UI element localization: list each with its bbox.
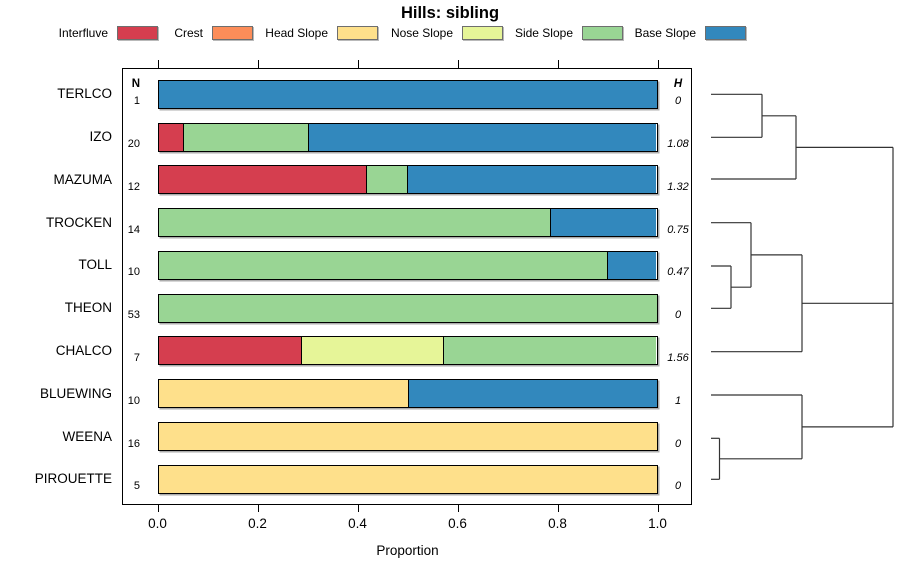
n-value: 7 [133,351,140,364]
bar-segment [158,123,184,151]
x-axis-tick-label: 0.0 [148,516,167,531]
h-value: 0.47 [667,266,689,279]
stacked-bar [157,208,658,238]
x-axis-tick-label: 0.8 [548,516,567,531]
bar-segment [606,251,657,279]
h-value: 1.56 [667,351,689,364]
stacked-bar [157,379,658,409]
bar-segment [366,166,408,194]
column-header-h: H [673,78,683,90]
n-value: 20 [127,138,140,151]
stacked-bar [157,422,658,452]
row-label: IZO [89,129,113,145]
bar-segment [443,337,657,365]
row-label: THEON [64,300,112,316]
x-axis-tick-top [357,60,359,68]
stacked-bar [157,250,658,280]
bar-segment [183,123,308,151]
row-label: TOLL [78,257,112,273]
x-axis-tick-top [457,60,459,68]
n-value: 14 [127,223,140,236]
row-label: PIROUETTE [34,471,112,487]
legend-swatch [705,26,746,40]
legend-label: Side Slope [514,26,573,40]
h-value: 1.08 [667,138,689,151]
x-axis-tick-bottom [657,505,659,512]
row-label: TERLCO [57,86,112,102]
x-axis-tick-label: 1.0 [648,516,667,531]
stacked-bar [157,165,658,195]
bar-segment [158,380,408,408]
legend-swatch [337,26,378,40]
x-axis-tick-bottom [257,505,259,512]
bar-segment [158,423,657,451]
bar-segment [158,294,657,322]
n-value: 53 [127,309,140,322]
x-axis-tick-bottom [157,505,159,512]
legend-label: Nose Slope [390,26,453,40]
row-label: TROCKEN [45,214,112,230]
legend-label: Head Slope [265,26,328,40]
h-value: 0 [674,437,682,450]
stacked-bar [157,464,658,494]
x-axis-tick-bottom [457,505,459,512]
n-value: 16 [127,437,140,450]
bar-segment [158,166,367,194]
legend-swatch [212,26,253,40]
h-value: 0 [674,95,682,108]
chart-title: Hills: sibling [400,4,500,22]
n-value: 10 [127,394,140,407]
h-value: 0.75 [667,223,689,236]
bar-segment [158,465,657,493]
column-header-n: N [131,78,140,90]
x-axis-tick-bottom [557,505,559,512]
bar-segment [549,209,657,237]
x-axis-tick-top [157,60,159,68]
bar-segment [158,80,657,108]
bar-segment [300,337,444,365]
x-axis-tick-label: 0.6 [448,516,467,531]
plot-box [121,68,692,505]
n-value: 10 [127,266,140,279]
h-value: 1 [674,394,682,407]
x-axis-tick-top [257,60,259,68]
h-value: 0 [674,309,682,322]
stacked-bar [157,79,658,109]
row-label: BLUEWING [39,385,112,401]
stacked-bar [157,122,658,152]
bar-segment [407,380,657,408]
n-value: 1 [133,95,140,108]
row-label: CHALCO [55,342,112,358]
x-axis-title: Proportion [376,543,439,558]
legend-swatch [582,26,623,40]
legend-label: Crest [174,26,203,40]
x-axis-tick-top [657,60,659,68]
bar-segment [158,337,301,365]
x-axis-tick-bottom [357,505,359,512]
stacked-bar [157,336,658,366]
h-value: 1.32 [667,180,689,193]
h-value: 0 [674,480,682,493]
bar-segment [158,209,550,237]
x-axis-tick-label: 0.2 [248,516,267,531]
legend-label: Interfluve [58,26,108,40]
n-value: 5 [133,480,140,493]
row-label: MAZUMA [53,171,113,187]
legend-swatch [117,26,158,40]
x-axis-tick-top [557,60,559,68]
stacked-bar [157,293,658,323]
row-label: WEENA [62,428,112,444]
legend-label: Base Slope [634,26,696,40]
legend-swatch [462,26,503,40]
x-axis-tick-label: 0.4 [348,516,367,531]
bar-segment [307,123,657,151]
n-value: 12 [127,180,140,193]
bar-segment [158,251,607,279]
bar-segment [407,166,657,194]
